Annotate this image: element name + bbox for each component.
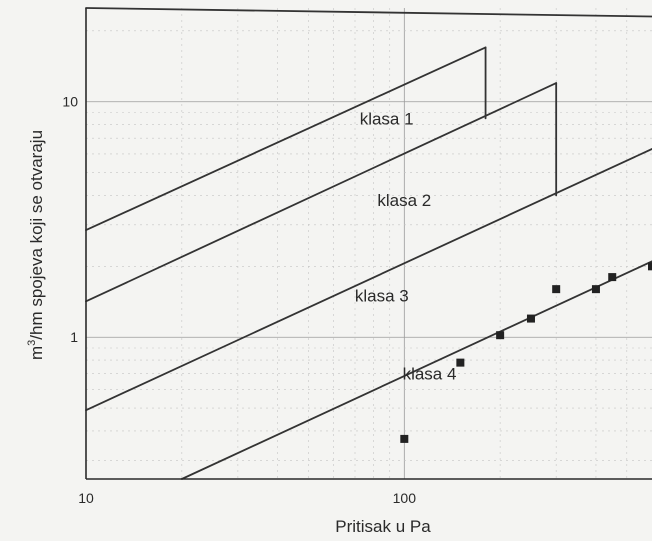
data-point-7 — [648, 262, 652, 271]
y-tick-label-10: 10 — [62, 94, 78, 110]
x-axis-label: Pritisak u Pa — [335, 517, 431, 536]
region-label-1: klasa 1 — [360, 110, 414, 129]
klasa-2-upper-limit-line — [85, 82, 558, 303]
y-axis-label-exponent: 3 — [26, 340, 38, 346]
y-axis-label-unit: m — [27, 346, 46, 360]
data-point-3 — [526, 314, 535, 323]
scatter-points — [400, 262, 652, 443]
data-point-4 — [552, 285, 561, 294]
region-label-2: klasa 2 — [377, 191, 431, 210]
data-point-2 — [496, 331, 505, 340]
klasa-3-upper-limit-line — [85, 148, 652, 412]
class-boundary-lines — [85, 7, 652, 480]
data-point-1 — [456, 358, 465, 367]
tick-labels: 10 100 1 10 — [62, 94, 416, 506]
data-point-5 — [591, 285, 600, 294]
klasa-1-upper-limit-line — [85, 46, 487, 231]
region-label-4: klasa 4 — [403, 365, 457, 384]
y-axis-label-rest: /hm spojeva koji se otvaraju — [27, 130, 46, 340]
top-boundary-line — [85, 7, 652, 18]
x-tick-label-10: 10 — [78, 490, 94, 506]
region-label-3: klasa 3 — [355, 286, 409, 305]
data-point-6 — [608, 273, 617, 282]
y-tick-label-1: 1 — [70, 329, 78, 345]
class-labels: klasa 1 klasa 2 klasa 3 klasa 4 — [355, 110, 457, 384]
data-point-0 — [400, 434, 409, 443]
klasa-4-upper-limit-line — [180, 260, 652, 480]
x-tick-label-100: 100 — [393, 490, 417, 506]
y-axis-label: m3/hm spojeva koji se otvaraju — [26, 130, 46, 360]
axes — [85, 8, 652, 480]
